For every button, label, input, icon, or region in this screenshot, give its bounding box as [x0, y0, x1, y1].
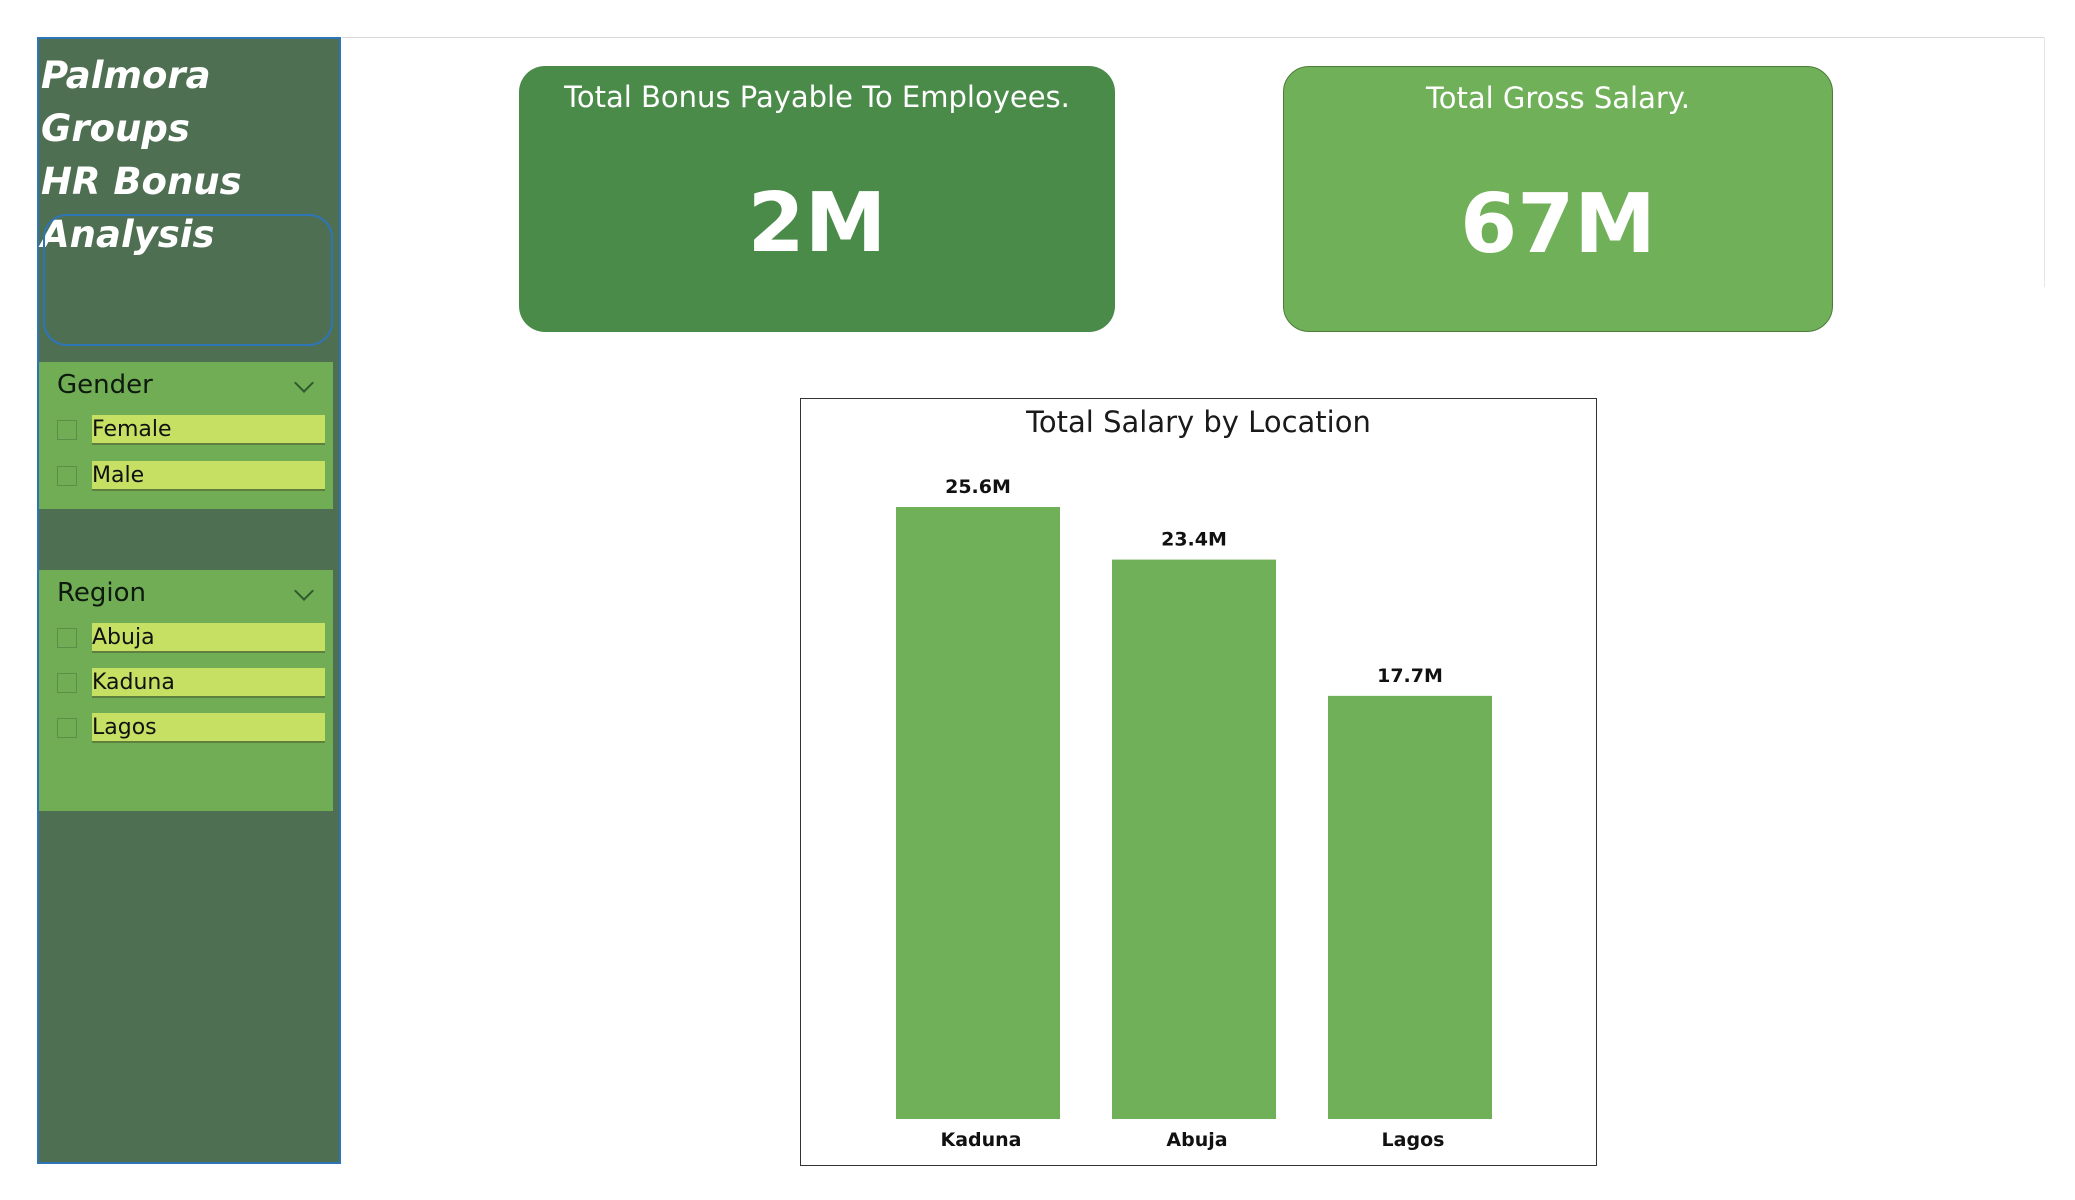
slicer-item-abuja[interactable]: Abuja [57, 623, 325, 655]
kpi-label-gross-salary: Total Gross Salary. [1425, 81, 1691, 115]
slicer-item-label[interactable]: Male [92, 461, 325, 491]
slicer-item-kaduna[interactable]: Kaduna [57, 668, 325, 700]
checkbox-male[interactable] [57, 466, 77, 486]
region-slicer-header: Region [57, 578, 147, 608]
kpi-card-gross-salary: Total Gross Salary. 67M [1283, 66, 1833, 332]
checkbox-female[interactable] [57, 420, 77, 440]
bar-kaduna[interactable] [896, 507, 1060, 1119]
report-top-border [342, 37, 2045, 38]
gender-slicer: Gender Female Male [39, 362, 333, 509]
kpi-label-bonus: Total Bonus Payable To Employees. [564, 80, 1070, 114]
dashboard-title: Palmora Groups HR Bonus Analysis [41, 54, 242, 256]
data-label-kaduna: 25.6M [945, 476, 1011, 498]
category-label-kaduna: Kaduna [940, 1129, 1021, 1151]
checkbox-lagos[interactable] [57, 718, 77, 738]
slicer-item-female[interactable]: Female [57, 415, 325, 447]
slicer-item-male[interactable]: Male [57, 461, 325, 493]
kpi-card-bonus: Total Bonus Payable To Employees. 2M [519, 66, 1115, 332]
data-label-lagos: 17.7M [1377, 665, 1443, 687]
kpi-value-bonus: 2M [747, 176, 887, 271]
sidebar-placeholder-box [43, 214, 333, 346]
bar-lagos[interactable] [1328, 695, 1492, 1119]
slicer-item-label[interactable]: Abuja [92, 623, 325, 653]
bar-abuja[interactable] [1112, 559, 1276, 1119]
salary-by-location-chart: Total Salary by Location 25.6M Kaduna 23.4… [800, 398, 1597, 1166]
slicer-item-label[interactable]: Kaduna [92, 668, 325, 698]
chevron-down-icon[interactable] [294, 373, 314, 393]
checkbox-kaduna[interactable] [57, 673, 77, 693]
slicer-item-label[interactable]: Lagos [92, 713, 325, 743]
category-label-lagos: Lagos [1382, 1129, 1445, 1151]
category-label-abuja: Abuja [1166, 1129, 1227, 1151]
sidebar: Palmora Groups HR Bonus Analysis Gender … [37, 37, 341, 1164]
data-label-abuja: 23.4M [1161, 529, 1227, 551]
chevron-down-icon[interactable] [294, 581, 314, 601]
report-right-border [2044, 37, 2045, 287]
slicer-item-label[interactable]: Female [92, 415, 325, 445]
checkbox-abuja[interactable] [57, 628, 77, 648]
gender-slicer-header: Gender [57, 370, 153, 400]
chart-title: Total Salary by Location [1026, 405, 1371, 439]
kpi-value-gross-salary: 67M [1460, 177, 1656, 272]
region-slicer: Region Abuja Kaduna Lagos [39, 570, 333, 811]
bar-chart-svg: 25.6M Kaduna 23.4M Abuja 17.7M Lagos [896, 476, 1492, 1151]
slicer-item-lagos[interactable]: Lagos [57, 713, 325, 745]
